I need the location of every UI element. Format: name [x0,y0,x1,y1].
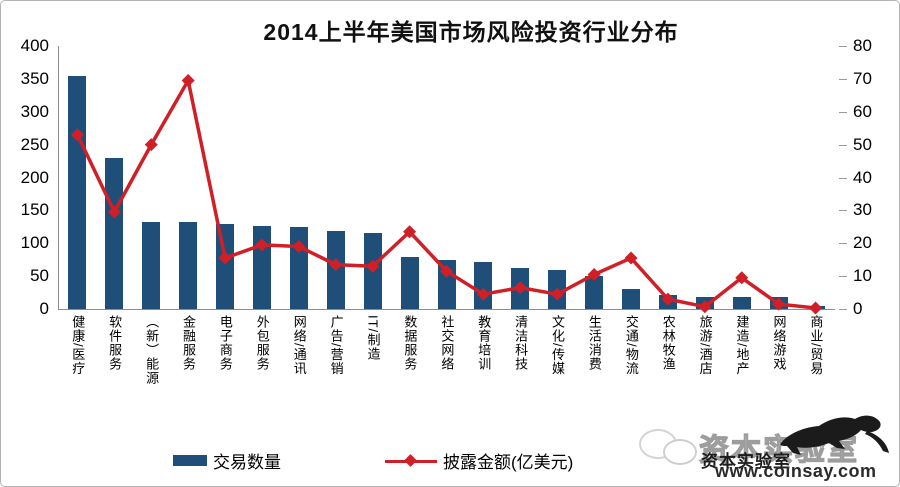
bar-11 [474,262,493,309]
x-axis-label-10: 社交网络 [439,315,455,371]
bar-20 [806,305,825,309]
left-axis-tick-label: 100 [20,233,49,253]
legend-item-line: 披露金额(亿美元) [385,448,573,473]
x-axis-label-2: （新）能源 [144,315,160,385]
line-marker-2 [144,138,158,152]
x-axis-label-19: 网络游戏 [771,315,787,371]
line-series-swatch [385,453,437,467]
left-axis-tick-label: 50 [30,266,49,286]
bar-series-swatch [173,455,207,466]
x-axis-label-18: 建造/地产 [734,315,750,376]
legend-item-bars: 交易数量 [173,448,281,473]
x-axis-label-0: 健康/医疗 [70,315,86,376]
bar-9 [400,257,419,309]
right-axis-tick-label: 50 [853,134,872,154]
right-axis-tick-label: 10 [853,266,872,286]
x-axis-label-6: 网络/通讯 [291,315,307,376]
left-axis-tick-label: 150 [20,200,49,220]
right-axis-tick-mark [839,144,847,146]
brand-solid-text: 资本实验室 [701,452,791,471]
right-axis-tick-label: 60 [853,101,872,121]
right-axis-tick-label: 40 [853,167,872,187]
x-axis-label-12: 清洁科技 [513,315,529,371]
x-axis-label-4: 电子商务 [217,315,233,371]
bar-15 [622,288,641,309]
left-axis-line [58,46,59,310]
right-axis-tick-mark [839,210,847,212]
bar-17 [695,296,714,309]
left-axis-tick-label: 400 [20,36,49,55]
x-axis-label-7: 广告/营销 [328,315,344,376]
speech-bubble-icon [663,439,697,465]
x-axis-label-20: 商业/贸易 [808,315,824,376]
bar-4 [216,224,235,309]
x-axis-label-5: 外包服务 [254,315,270,371]
bar-5 [252,226,271,309]
watermark: 资本实验室 资本实验室 www.coinsay.com [637,415,895,481]
bottom-axis-line [58,309,835,310]
watermark-url: www.coinsay.com [715,461,877,481]
x-axis-label-14: 生活消费 [586,315,602,371]
x-axis-label-3: 金融服务 [180,315,196,371]
bar-2 [142,222,161,309]
bar-12 [511,267,530,309]
line-marker-9 [403,225,417,239]
right-axis-tick-mark [839,46,847,47]
line-marker-15 [624,251,638,265]
chart-title: 2014上半年美国市场风险投资行业分布 [263,19,679,45]
bar-series-label: 交易数量 [213,453,281,472]
x-axis-label-1: 软件服务 [107,315,123,371]
legend: 交易数量 披露金额(亿美元) [1,445,641,472]
x-axis-label-13: 文化/传媒 [550,315,566,376]
bar-18 [732,297,751,309]
right-axis-tick-label: 20 [853,233,872,253]
line-marker-3 [181,74,195,88]
bar-8 [363,233,382,309]
bar-13 [548,269,567,309]
right-axis-tick-mark [839,276,847,278]
bar-6 [289,227,308,309]
right-axis-tick-label: 80 [853,36,872,55]
bar-0 [68,75,87,309]
line-series-label: 披露金额(亿美元) [443,453,574,472]
bar-10 [437,260,456,309]
right-axis-tick-label: 30 [853,200,872,220]
right-axis-tick-label: 70 [853,68,872,88]
left-axis-tick-label: 200 [20,167,49,187]
bar-19 [769,296,788,309]
x-axis-label-8: IT/制造 [365,315,381,362]
left-axis-tick-label: 250 [20,134,49,154]
x-axis-label-17: 旅游/酒店 [697,315,713,376]
right-axis-tick-mark [839,111,847,113]
bar-1 [105,157,124,309]
x-axis-label-11: 教育培训 [476,315,492,371]
x-axis-label-16: 农林牧渔 [660,315,676,371]
left-axis-tick-label: 300 [20,101,49,121]
left-axis-tick-label: 0 [39,299,49,318]
bar-3 [179,222,198,309]
bar-7 [326,231,345,309]
line-marker-18 [735,271,749,285]
x-axis-label-15: 交通/物流 [623,315,639,376]
right-axis-tick-label: 0 [853,299,863,318]
right-axis-tick-mark [839,243,847,245]
right-axis-tick-mark [839,78,847,80]
bar-16 [658,294,677,309]
right-axis-tick-mark [839,309,847,310]
left-axis-tick-label: 350 [20,68,49,88]
leaping-cat-icon [780,415,889,455]
x-axis-label-9: 数据服务 [402,315,418,371]
bar-14 [585,276,604,309]
right-axis-tick-mark [839,177,847,179]
